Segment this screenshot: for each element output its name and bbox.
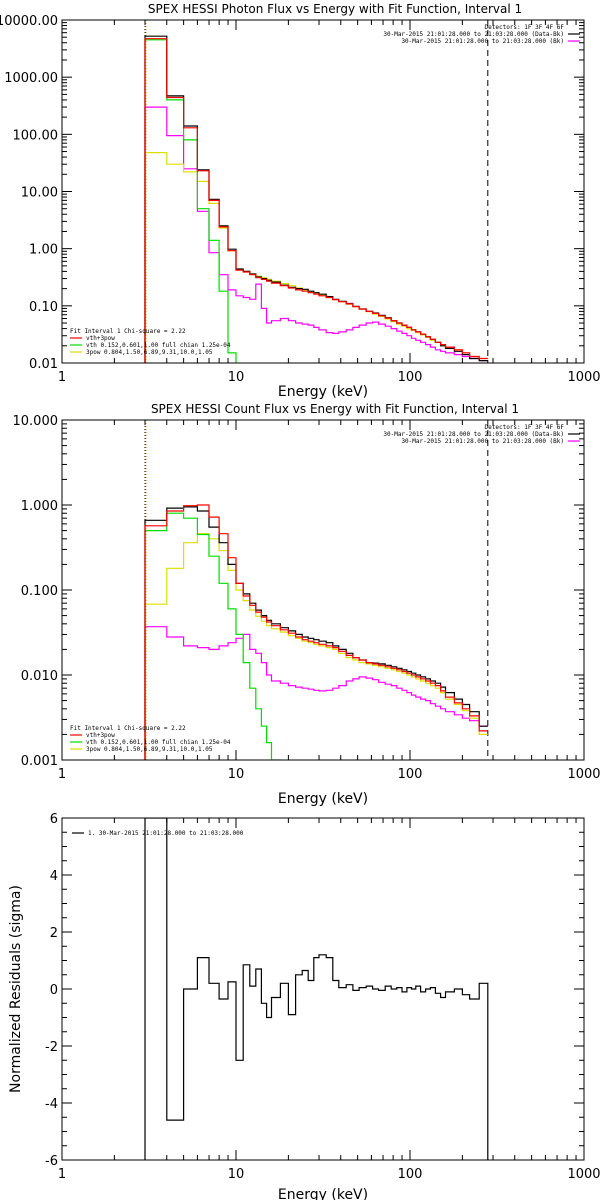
photon-flux-x-axis-label: Energy (keV) bbox=[278, 384, 368, 400]
residuals-y-tick-label: -2 bbox=[45, 1040, 58, 1055]
count-flux-x-tick-label: 100 bbox=[398, 767, 423, 782]
photon-flux-series-powerlaw bbox=[144, 152, 488, 363]
photon-flux-legend-top-text: 30-Mar-2015 21:01:28.000 to 21:03:28.000… bbox=[383, 31, 564, 38]
residuals-x-tick-label: 1000 bbox=[567, 1167, 600, 1182]
count-flux-y-tick-label: 0.100 bbox=[21, 584, 58, 599]
count-flux-legend-top-text: Detectors: 1F 3F 4F 6F bbox=[485, 424, 565, 431]
residuals-plot-frame bbox=[61, 817, 585, 1161]
photon-flux-y-tick-label: 1000.00 bbox=[4, 71, 58, 86]
photon-flux-legend-bottom-text: vth 0.152,0.601,1.00 full chian 1.25e-04 bbox=[86, 342, 231, 349]
residuals-panel: 1 10 100 1000 -6 -4 -2 0 2 4 6 1. 30-Mar-2015 21:01… bbox=[8, 812, 600, 1200]
count-flux-plot-frame bbox=[61, 419, 585, 761]
count-flux-legend-top-text: 30-Mar-2015 21:01:28.000 to 21:03:28.000… bbox=[383, 431, 564, 438]
count-flux-legend-bottom-text: vth+3pow bbox=[86, 732, 115, 739]
photon-flux-y-tick-label: 100.00 bbox=[13, 128, 59, 143]
residuals-y-tick-label: 6 bbox=[50, 812, 58, 827]
photon-flux-x-tick-label: 1000 bbox=[567, 370, 600, 385]
count-flux-legend-bottom-text: vth 0.152,0.601,1.00 full chian 1.25e-04 bbox=[86, 739, 231, 746]
residuals-y-tick-label: 0 bbox=[50, 983, 58, 998]
count-flux-title: SPEX HESSI Count Flux vs Energy with Fit… bbox=[151, 402, 519, 416]
photon-flux-x-tick-label: 1 bbox=[58, 370, 66, 385]
photon-flux-series-background bbox=[144, 106, 488, 363]
count-flux-x-tick-label: 10 bbox=[228, 767, 245, 782]
photon-flux-series-total bbox=[144, 38, 488, 363]
residuals-y-tick-label: -4 bbox=[45, 1097, 58, 1112]
count-flux-x-tick-label: 1 bbox=[58, 767, 66, 782]
residuals-x-axis-label: Energy (keV) bbox=[278, 1187, 368, 1200]
residuals-y-tick-label: -6 bbox=[45, 1154, 58, 1169]
count-flux-series-background bbox=[144, 626, 488, 760]
photon-flux-panel: SPEX HESSI Photon Flux vs Energy with Fi… bbox=[0, 2, 600, 400]
residuals-y-tick-label: 2 bbox=[50, 926, 58, 941]
count-flux-series-total bbox=[144, 504, 488, 760]
residuals-x-tick-label: 1 bbox=[58, 1167, 66, 1182]
count-flux-series-data bbox=[144, 506, 488, 760]
photon-flux-x-tick-label: 10 bbox=[228, 370, 245, 385]
count-flux-legend-top-text: 30-Mar-2015 21:01:28.000 to 21:03:28.000… bbox=[401, 438, 564, 445]
photon-flux-legend-top-text: 30-Mar-2015 21:01:28.000 to 21:03:28.000… bbox=[401, 38, 564, 45]
photon-flux-legend-bottom-text: Fit Interval 1 Chi-square = 2.22 bbox=[70, 328, 186, 335]
photon-flux-legend-bottom-text: vth+3pow bbox=[86, 335, 115, 342]
residuals-series-residuals bbox=[144, 818, 489, 1160]
photon-flux-y-tick-label: 10000.00 bbox=[0, 14, 58, 29]
photon-flux-legend-bottom-text: 3pow 0.804,1.50,6.89,9.31,10.0,1.05 bbox=[86, 349, 213, 356]
count-flux-legend-bottom-text: Fit Interval 1 Chi-square = 2.22 bbox=[70, 725, 186, 732]
count-flux-x-axis-label: Energy (keV) bbox=[278, 791, 368, 807]
count-flux-y-tick-label: 1.000 bbox=[21, 499, 58, 514]
photon-flux-y-tick-label: 0.10 bbox=[29, 300, 58, 315]
count-flux-legend-bottom-text: 3pow 0.804,1.50,6.89,9.31,10.0,1.05 bbox=[86, 746, 213, 753]
residuals-x-tick-label: 10 bbox=[228, 1167, 245, 1182]
count-flux-series-powerlaw bbox=[144, 533, 488, 760]
photon-flux-y-tick-label: 0.01 bbox=[29, 357, 58, 372]
count-flux-x-tick-label: 1000 bbox=[567, 767, 600, 782]
photon-flux-x-tick-label: 100 bbox=[398, 370, 423, 385]
count-flux-series-thermal bbox=[144, 512, 281, 760]
residuals-legend-text: 1. 30-Mar-2015 21:01:28.000 to 21:03:28.… bbox=[88, 830, 244, 837]
count-flux-y-tick-label: 10.000 bbox=[13, 414, 59, 429]
count-flux-panel: SPEX HESSI Count Flux vs Energy with Fit… bbox=[13, 402, 600, 807]
photon-flux-series-data bbox=[144, 35, 488, 363]
residuals-y-tick-label: 4 bbox=[50, 869, 58, 884]
residuals-x-tick-label: 100 bbox=[398, 1167, 423, 1182]
residuals-y-axis-label: Normalized Residuals (sigma) bbox=[8, 885, 24, 1093]
photon-flux-legend-top-text: Detectors: 1F 3F 4F 6F bbox=[485, 24, 565, 31]
photon-flux-plot-frame bbox=[61, 19, 585, 364]
count-flux-y-tick-label: 0.001 bbox=[21, 754, 58, 769]
photon-flux-y-tick-label: 1.00 bbox=[29, 243, 58, 258]
photon-flux-title: SPEX HESSI Photon Flux vs Energy with Fi… bbox=[148, 2, 522, 16]
count-flux-y-tick-label: 0.010 bbox=[21, 669, 58, 684]
photon-flux-y-tick-label: 10.00 bbox=[21, 186, 58, 201]
